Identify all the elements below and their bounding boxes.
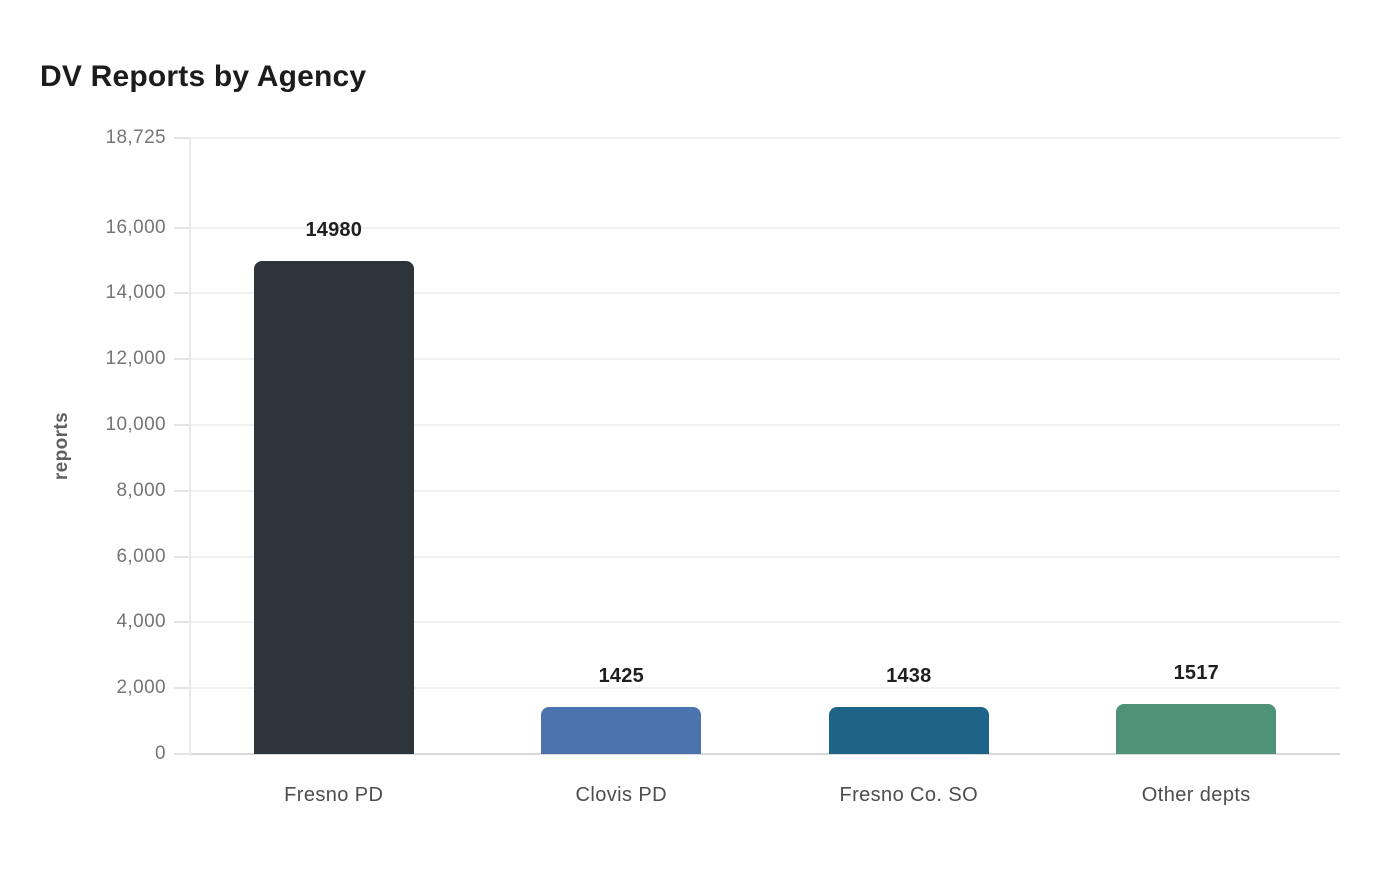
bar-value-label: 1425 (598, 665, 644, 688)
gridline (190, 137, 1340, 139)
y-tick-mark (174, 621, 190, 624)
x-category-label: Other depts (1141, 784, 1251, 806)
y-tick-label: 0 (155, 743, 166, 764)
y-tick-mark (174, 358, 190, 361)
y-tick-mark (174, 687, 190, 690)
x-category-label: Fresno PD (284, 784, 384, 806)
gridline (190, 555, 1340, 558)
gridline (190, 621, 1340, 624)
y-tick-mark (174, 753, 190, 755)
y-tick-label: 14,000 (105, 282, 166, 304)
y-tick-label: 6,000 (116, 545, 166, 567)
y-tick-mark (174, 489, 190, 492)
bar-other-depts (1116, 704, 1277, 754)
gridline (190, 687, 1340, 690)
y-tick-mark (174, 137, 190, 139)
bar-fresno-pd (253, 261, 414, 754)
bar-value-label: 1517 (1173, 662, 1219, 685)
x-category-label: Clovis PD (575, 784, 667, 806)
bar-value-label: 14980 (305, 219, 363, 242)
y-tick-label: 18,725 (105, 127, 166, 148)
x-axis-baseline (190, 753, 1340, 755)
bar-fresno-co-so (828, 706, 989, 754)
bar-clovis-pd (541, 707, 702, 754)
y-tick-mark (174, 226, 190, 229)
y-tick-mark (174, 292, 190, 295)
bar-value-label: 1438 (886, 664, 932, 687)
y-tick-label: 8,000 (116, 479, 166, 501)
gridline (190, 292, 1340, 295)
y-tick-mark (174, 424, 190, 427)
gridline (190, 489, 1340, 492)
x-category-label: Fresno Co. SO (839, 784, 979, 806)
y-tick-label: 10,000 (105, 414, 166, 436)
gridline (190, 424, 1340, 427)
y-tick-label: 2,000 (116, 677, 166, 699)
y-tick-label: 12,000 (105, 348, 166, 370)
y-tick-label: 4,000 (116, 611, 166, 633)
y-tick-label: 16,000 (105, 216, 166, 238)
gridline (190, 358, 1340, 361)
y-tick-mark (174, 555, 190, 558)
chart-title: DV Reports by Agency (40, 60, 367, 93)
y-axis-line (189, 138, 191, 756)
gridline (190, 226, 1340, 229)
